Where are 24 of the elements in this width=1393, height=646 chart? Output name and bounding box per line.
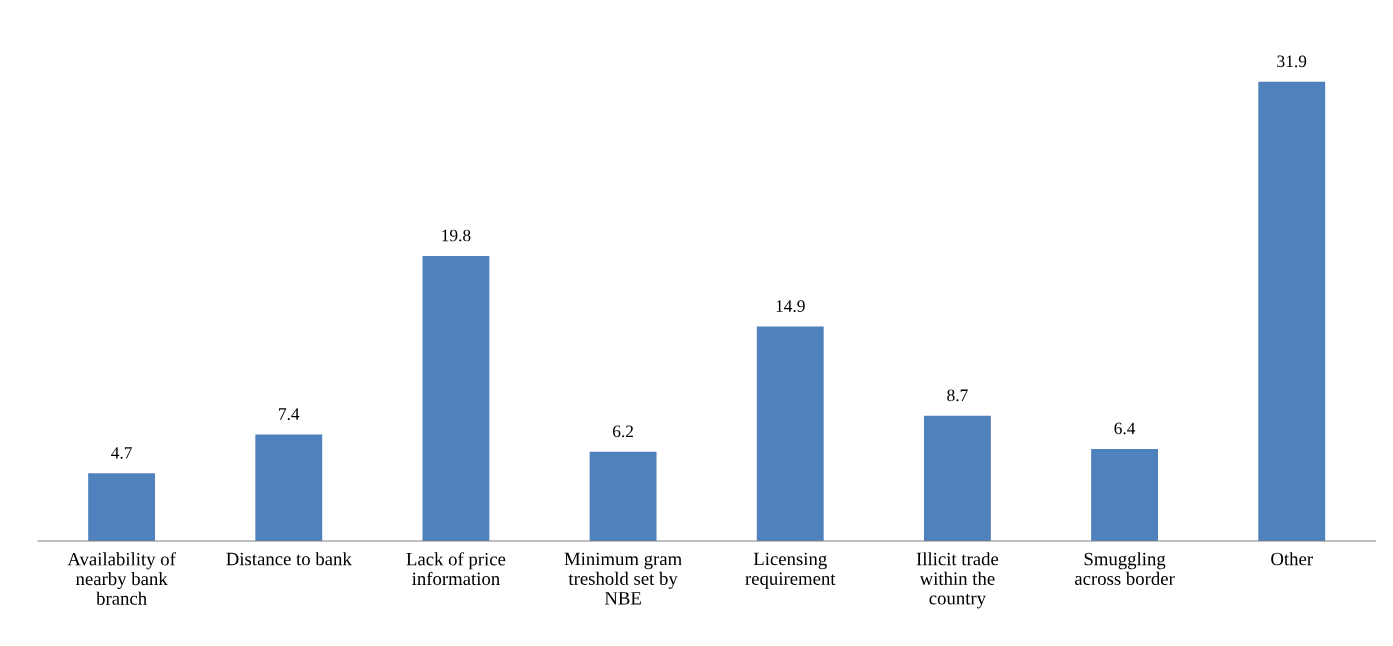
data-label: 6.2 [612,425,633,438]
bar [589,451,657,542]
data-label: 8.7 [947,389,968,402]
x-tick-label: Smuggling across border [1074,552,1175,585]
x-tick-label: Other [1271,552,1313,566]
x-tick-label: Availability of nearby bank branch [67,552,176,605]
data-label: 31.9 [1277,55,1307,68]
data-label: 19.8 [442,229,471,242]
bar [255,434,323,542]
data-label: 7.4 [279,408,300,420]
bar [756,326,824,542]
x-tick-label: Distance to bank [226,552,352,566]
x-tick-label: Minimum gram treshold set by NBE [564,552,682,605]
x-tick-label: Lack of price information [406,552,506,586]
data-label: 6.4 [1114,422,1136,435]
bar [422,255,490,542]
x-tick-label: Licensing requirement [745,552,836,589]
x-tick-label: Illicit trade within the country [916,552,999,609]
bar [1258,81,1326,542]
data-label: 14.9 [776,300,805,312]
bar [1091,448,1158,542]
bar [923,415,991,542]
bar [88,473,156,542]
data-label: 4.7 [111,447,132,459]
